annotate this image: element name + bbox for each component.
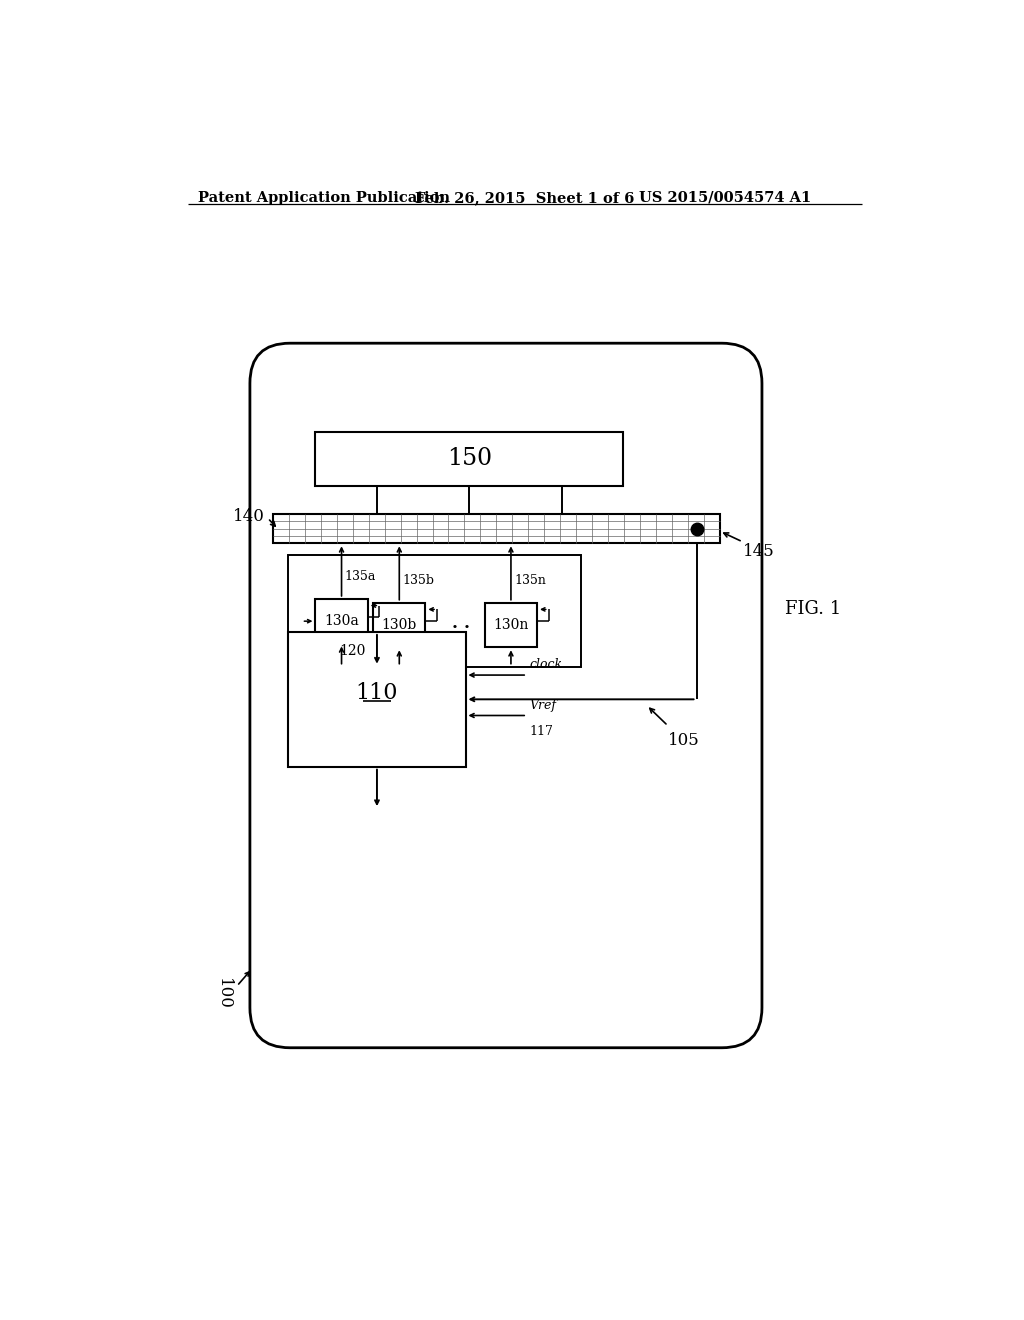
- Text: 135n: 135n: [514, 574, 546, 587]
- FancyBboxPatch shape: [289, 632, 466, 767]
- Text: 117: 117: [529, 725, 553, 738]
- Text: clock: clock: [529, 659, 562, 671]
- Text: 100: 100: [214, 978, 231, 1010]
- Text: Patent Application Publication: Patent Application Publication: [199, 191, 451, 205]
- Text: FIG. 1: FIG. 1: [785, 599, 842, 618]
- Text: .: .: [463, 610, 471, 632]
- Text: .: .: [452, 610, 459, 632]
- Text: Feb. 26, 2015  Sheet 1 of 6: Feb. 26, 2015 Sheet 1 of 6: [416, 191, 635, 205]
- Text: 130b: 130b: [382, 618, 417, 632]
- Text: 145: 145: [742, 544, 774, 561]
- FancyBboxPatch shape: [250, 343, 762, 1048]
- FancyBboxPatch shape: [484, 603, 538, 647]
- Text: 130a: 130a: [325, 614, 359, 628]
- FancyBboxPatch shape: [373, 603, 425, 647]
- Text: 150: 150: [446, 447, 492, 470]
- FancyBboxPatch shape: [273, 515, 720, 544]
- Text: 140: 140: [233, 508, 265, 525]
- Text: US 2015/0054574 A1: US 2015/0054574 A1: [639, 191, 811, 205]
- FancyBboxPatch shape: [315, 599, 368, 644]
- Text: 130n: 130n: [494, 618, 528, 632]
- Text: 135a: 135a: [345, 570, 376, 583]
- Text: 105: 105: [668, 733, 699, 748]
- Text: 110: 110: [355, 682, 398, 704]
- Text: 120: 120: [339, 644, 366, 657]
- FancyBboxPatch shape: [315, 432, 624, 486]
- Text: 135b: 135b: [402, 574, 434, 587]
- Text: Vref: Vref: [529, 698, 556, 711]
